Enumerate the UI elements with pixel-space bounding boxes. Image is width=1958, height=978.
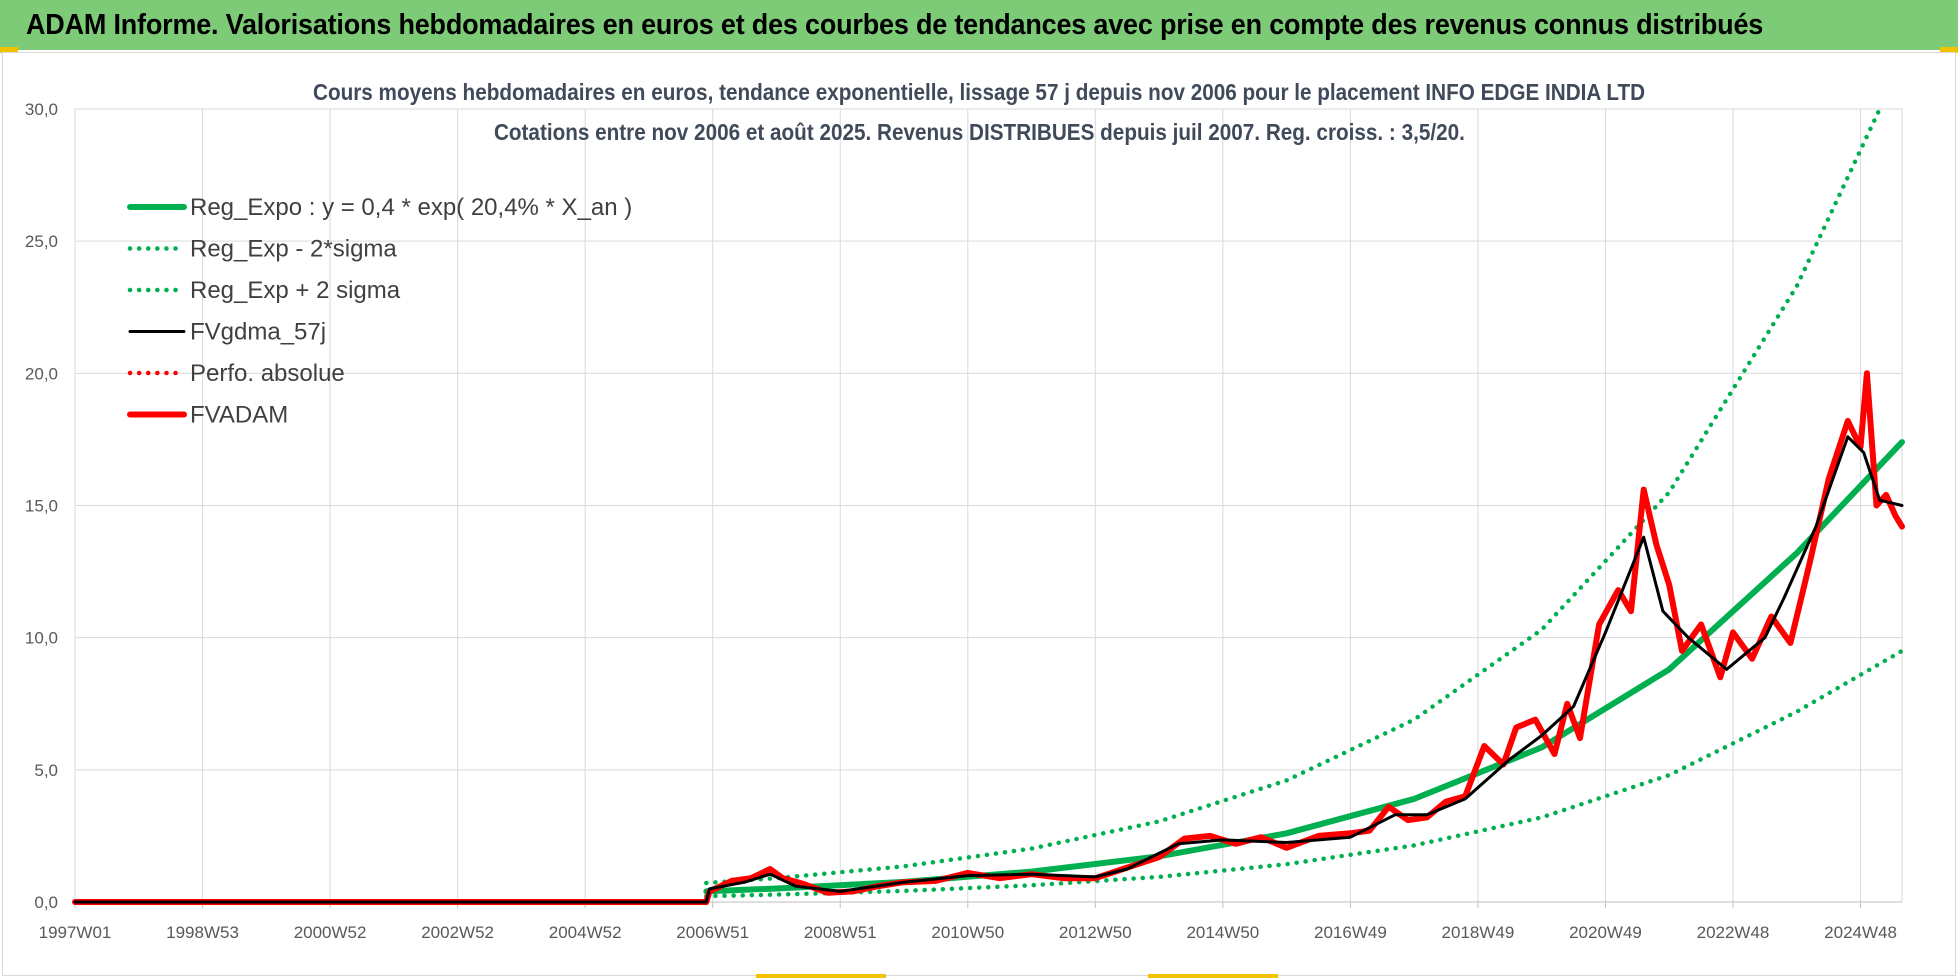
legend: Reg_Expo : y = 0,4 * exp( 20,4% * X_an )… [127,194,632,429]
legend-label-2: Reg_Exp + 2 sigma [190,277,401,304]
x-tick-label: 2020W49 [1569,923,1642,942]
legend-label-4: Perfo. absolue [190,360,345,387]
y-tick-label: 25,0 [25,232,58,251]
chart-frame [2,52,1956,976]
banner-accent-left [0,47,18,53]
x-tick-label: 2018W49 [1442,923,1515,942]
x-tick-label: 1998W53 [166,923,239,942]
chart-title-line-2-text: Cotations entre nov 2006 et août 2025. R… [493,119,1465,145]
footer-accent-2 [1148,974,1278,978]
x-tick-label: 2004W52 [549,923,622,942]
x-tick-label: 2002W52 [421,923,494,942]
x-tick-label: 2010W50 [931,923,1004,942]
gridlines [75,108,1902,902]
x-tick-label: 2014W50 [1186,923,1259,942]
chart-title-line-1: Cours moyens hebdomadaires en euros, ten… [0,79,1958,106]
x-tick-label: 2024W48 [1824,923,1897,942]
y-tick-label: 30,0 [25,100,58,119]
x-axis: 1997W01 1998W53 2000W52 2002W52 2004W52 2006W… [39,901,1902,942]
chart-title-line-2: Cotations entre nov 2006 et août 2025. R… [0,119,1958,146]
chart-title-line-1-text: Cours moyens hebdomadaires en euros, ten… [312,79,1646,105]
y-tick-label: 10,0 [25,629,58,648]
legend-label-1: Reg_Exp - 2*sigma [190,236,397,263]
y-tick-label: 5,0 [34,761,58,780]
footer-accent-1 [756,974,886,978]
x-tick-label: 2006W51 [676,923,749,942]
series-line-3 [73,435,1904,904]
series-line-0 [703,439,1905,895]
report-banner: ADAM Informe. Valorisations hebdomadaire… [0,0,1958,50]
x-tick-label: 2022W48 [1697,923,1770,942]
x-tick-label: 1997W01 [39,923,112,942]
x-tick-label: 2008W51 [804,923,877,942]
x-tick-label: 2016W49 [1314,923,1387,942]
x-tick-label: 2000W52 [294,923,367,942]
legend-label-5: FVADAM [190,402,288,429]
legend-label-3: FVgdma_57j [190,319,326,346]
y-tick-label: 20,0 [25,364,58,383]
report-title: ADAM Informe. Valorisations hebdomadaire… [26,8,1764,41]
y-tick-label: 0,0 [34,893,58,912]
banner-accent-right [1940,47,1958,53]
y-tick-label: 15,0 [25,497,58,516]
legend-label-0: Reg_Expo : y = 0,4 * exp( 20,4% * X_an ) [190,194,632,221]
series-line-2 [704,106,1882,886]
series-lines [72,106,1905,905]
y-axis: 0,0 5,0 10,0 15,0 20,0 25,0 30,0 [25,100,58,912]
x-tick-label: 2012W50 [1059,923,1132,942]
